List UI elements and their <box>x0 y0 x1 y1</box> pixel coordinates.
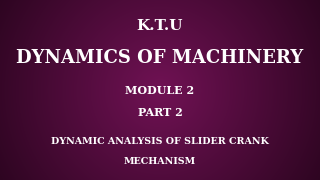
Text: K.T.U: K.T.U <box>137 19 183 33</box>
Text: DYNAMICS OF MACHINERY: DYNAMICS OF MACHINERY <box>16 50 304 68</box>
Text: PART 2: PART 2 <box>138 107 182 118</box>
Text: MECHANISM: MECHANISM <box>124 158 196 166</box>
Text: MODULE 2: MODULE 2 <box>125 84 195 96</box>
Text: DYNAMIC ANALYSIS OF SLIDER CRANK: DYNAMIC ANALYSIS OF SLIDER CRANK <box>51 137 269 146</box>
